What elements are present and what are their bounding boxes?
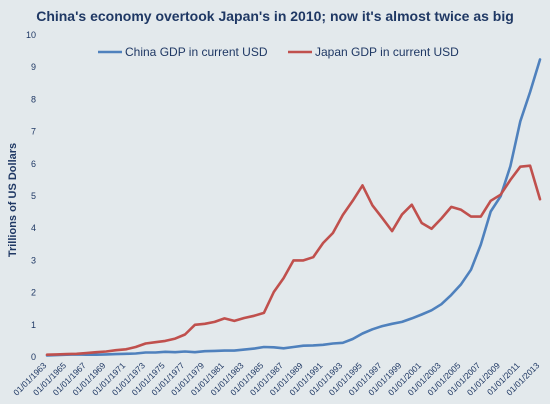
y-tick-label: 6: [31, 159, 36, 169]
chart-title: China's economy overtook Japan's in 2010…: [36, 8, 514, 24]
series-layer: [45, 58, 542, 357]
y-tick-label: 3: [31, 255, 36, 265]
y-tick-label: 2: [31, 288, 36, 298]
series-line-china: [45, 58, 542, 357]
y-tick-label: 5: [31, 191, 36, 201]
y-tick-label: 8: [31, 94, 36, 104]
y-tick-label: 0: [31, 352, 36, 362]
series-line-japan: [45, 164, 542, 357]
legend-label-japan: Japan GDP in current USD: [315, 45, 459, 59]
y-tick-labels: 0 1 2 3 4 5 6 7 8 9 10: [26, 30, 36, 362]
y-tick-label: 10: [26, 30, 36, 40]
y-axis-label: Trillions of US Dollars: [7, 143, 19, 257]
x-tick-labels: 01/01/196301/01/196501/01/196701/01/1969…: [11, 360, 541, 397]
legend: China GDP in current USD Japan GDP in cu…: [98, 45, 459, 59]
y-tick-label: 9: [31, 62, 36, 72]
legend-label-china: China GDP in current USD: [125, 45, 268, 59]
y-tick-label: 4: [31, 223, 36, 233]
y-tick-label: 1: [31, 320, 36, 330]
y-tick-label: 7: [31, 127, 36, 137]
